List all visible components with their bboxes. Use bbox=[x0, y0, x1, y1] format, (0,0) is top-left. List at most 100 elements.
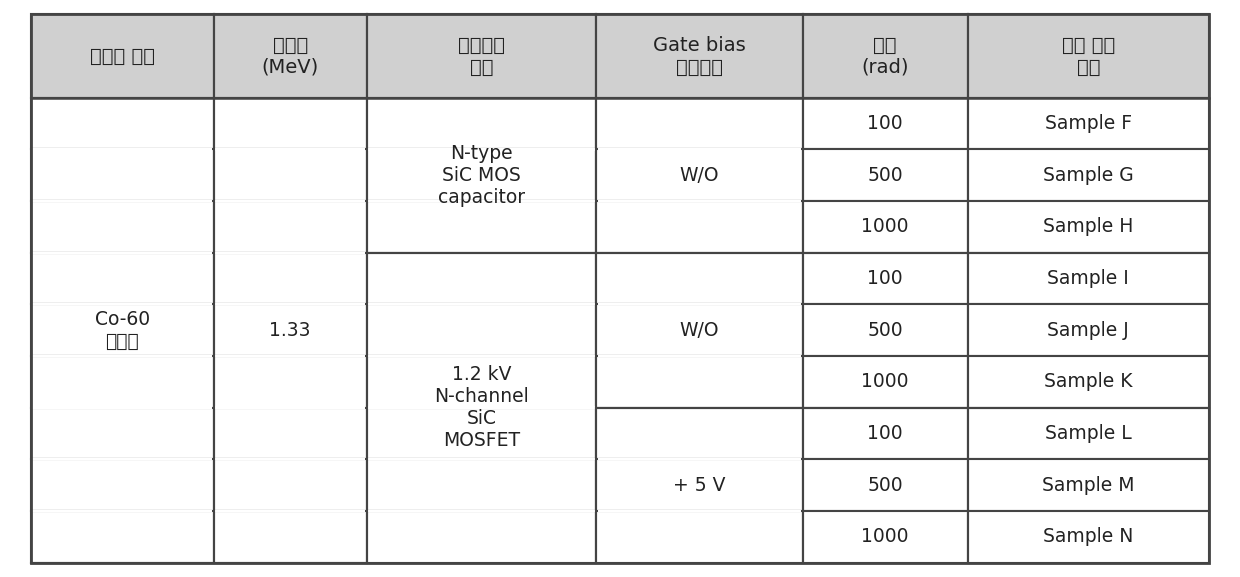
Bar bbox=[31, 459, 213, 511]
Text: 에너지
(MeV): 에너지 (MeV) bbox=[262, 36, 319, 77]
Bar bbox=[213, 149, 367, 201]
Bar bbox=[802, 356, 967, 407]
Bar bbox=[32, 148, 212, 151]
Bar bbox=[967, 304, 1209, 356]
Bar bbox=[368, 355, 595, 357]
Bar bbox=[31, 98, 213, 149]
Bar bbox=[32, 458, 212, 460]
Text: N-type
SiC MOS
capacitor: N-type SiC MOS capacitor bbox=[438, 144, 526, 207]
Bar bbox=[367, 253, 596, 304]
Text: Sample F: Sample F bbox=[1044, 114, 1132, 133]
Bar bbox=[596, 356, 802, 407]
Text: 1000: 1000 bbox=[862, 218, 909, 237]
Bar bbox=[215, 148, 366, 151]
Bar bbox=[967, 98, 1209, 149]
Bar bbox=[32, 252, 212, 254]
Text: Sample H: Sample H bbox=[1043, 218, 1133, 237]
Bar bbox=[31, 253, 213, 304]
Text: 500: 500 bbox=[867, 166, 903, 185]
Bar bbox=[367, 407, 596, 459]
Text: Sample G: Sample G bbox=[1043, 166, 1133, 185]
Bar bbox=[31, 14, 213, 98]
Bar bbox=[802, 304, 967, 356]
Bar bbox=[598, 148, 801, 151]
Bar bbox=[31, 511, 213, 563]
Bar bbox=[215, 458, 366, 460]
Bar bbox=[967, 14, 1209, 98]
Text: 1000: 1000 bbox=[862, 527, 909, 546]
Bar bbox=[215, 406, 366, 409]
Bar bbox=[802, 98, 967, 149]
Bar bbox=[32, 406, 212, 409]
Bar bbox=[596, 304, 802, 356]
Text: 100: 100 bbox=[867, 424, 903, 443]
Bar bbox=[367, 511, 596, 563]
Bar bbox=[802, 253, 967, 304]
Text: Sample M: Sample M bbox=[1042, 475, 1135, 494]
Bar bbox=[31, 201, 213, 253]
Bar bbox=[367, 356, 596, 407]
Bar bbox=[802, 149, 967, 201]
Bar bbox=[967, 253, 1209, 304]
Bar bbox=[596, 98, 802, 149]
Bar bbox=[368, 303, 595, 305]
Text: Sample K: Sample K bbox=[1044, 372, 1132, 391]
Bar bbox=[598, 509, 801, 512]
Bar bbox=[213, 356, 367, 407]
Bar bbox=[213, 407, 367, 459]
Bar bbox=[802, 459, 967, 511]
Bar bbox=[802, 407, 967, 459]
Bar bbox=[31, 356, 213, 407]
Bar bbox=[802, 511, 967, 563]
Text: 1000: 1000 bbox=[862, 372, 909, 391]
Bar bbox=[32, 355, 212, 357]
Bar bbox=[215, 303, 366, 305]
Text: 100: 100 bbox=[867, 269, 903, 288]
Text: 500: 500 bbox=[867, 475, 903, 494]
Bar bbox=[215, 252, 366, 254]
Text: Sample I: Sample I bbox=[1048, 269, 1130, 288]
Text: 디바이스
종류: 디바이스 종류 bbox=[458, 36, 505, 77]
Bar bbox=[802, 201, 967, 253]
Bar bbox=[367, 201, 596, 253]
Bar bbox=[31, 304, 213, 356]
Bar bbox=[213, 459, 367, 511]
Bar bbox=[367, 14, 596, 98]
Bar bbox=[596, 459, 802, 511]
Text: Sample J: Sample J bbox=[1048, 321, 1130, 340]
Bar bbox=[215, 355, 366, 357]
Bar bbox=[368, 406, 595, 409]
Bar bbox=[596, 407, 802, 459]
Text: Sample L: Sample L bbox=[1045, 424, 1132, 443]
Text: Sample N: Sample N bbox=[1043, 527, 1133, 546]
Text: W/O: W/O bbox=[680, 166, 719, 185]
Text: Co-60
감마선: Co-60 감마선 bbox=[94, 310, 150, 351]
Bar bbox=[213, 201, 367, 253]
Bar bbox=[596, 511, 802, 563]
Text: 1.2 kV
N-channel
SiC
MOSFET: 1.2 kV N-channel SiC MOSFET bbox=[434, 365, 529, 450]
Bar bbox=[215, 509, 366, 512]
Bar bbox=[967, 511, 1209, 563]
Bar bbox=[32, 509, 212, 512]
Bar bbox=[368, 200, 595, 202]
Bar bbox=[967, 459, 1209, 511]
Bar bbox=[967, 201, 1209, 253]
Bar bbox=[368, 148, 595, 151]
Bar bbox=[967, 356, 1209, 407]
Bar bbox=[598, 355, 801, 357]
Bar bbox=[213, 304, 367, 356]
Bar bbox=[598, 458, 801, 460]
Bar bbox=[368, 458, 595, 460]
Text: W/O: W/O bbox=[680, 321, 719, 340]
Bar bbox=[596, 253, 802, 304]
Text: Gate bias
인가여부: Gate bias 인가여부 bbox=[653, 36, 746, 77]
Text: + 5 V: + 5 V bbox=[673, 475, 725, 494]
Bar bbox=[598, 200, 801, 202]
Text: 1.33: 1.33 bbox=[269, 321, 311, 340]
Text: 100: 100 bbox=[867, 114, 903, 133]
Bar bbox=[598, 303, 801, 305]
Bar bbox=[967, 407, 1209, 459]
Bar bbox=[367, 304, 596, 356]
Bar bbox=[31, 149, 213, 201]
Bar bbox=[213, 14, 367, 98]
